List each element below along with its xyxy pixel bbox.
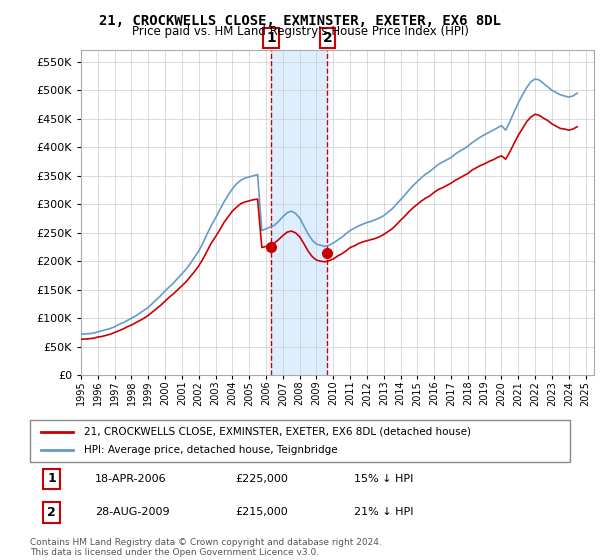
Text: 21, CROCKWELLS CLOSE, EXMINSTER, EXETER, EX6 8DL (detached house): 21, CROCKWELLS CLOSE, EXMINSTER, EXETER,… <box>84 427 471 437</box>
Bar <box>271 50 328 375</box>
Text: £225,000: £225,000 <box>235 474 288 484</box>
Text: 2: 2 <box>47 506 56 519</box>
Text: 1: 1 <box>47 472 56 486</box>
Text: Price paid vs. HM Land Registry's House Price Index (HPI): Price paid vs. HM Land Registry's House … <box>131 25 469 38</box>
Text: 1: 1 <box>266 31 276 45</box>
Text: 2: 2 <box>323 31 332 45</box>
Text: 18-APR-2006: 18-APR-2006 <box>95 474 166 484</box>
Text: HPI: Average price, detached house, Teignbridge: HPI: Average price, detached house, Teig… <box>84 445 338 455</box>
Text: £215,000: £215,000 <box>235 507 288 517</box>
Text: 15% ↓ HPI: 15% ↓ HPI <box>354 474 413 484</box>
Text: 21% ↓ HPI: 21% ↓ HPI <box>354 507 413 517</box>
Text: 21, CROCKWELLS CLOSE, EXMINSTER, EXETER, EX6 8DL: 21, CROCKWELLS CLOSE, EXMINSTER, EXETER,… <box>99 14 501 28</box>
Text: 28-AUG-2009: 28-AUG-2009 <box>95 507 169 517</box>
FancyBboxPatch shape <box>30 420 570 462</box>
Text: Contains HM Land Registry data © Crown copyright and database right 2024.
This d: Contains HM Land Registry data © Crown c… <box>30 538 382 557</box>
